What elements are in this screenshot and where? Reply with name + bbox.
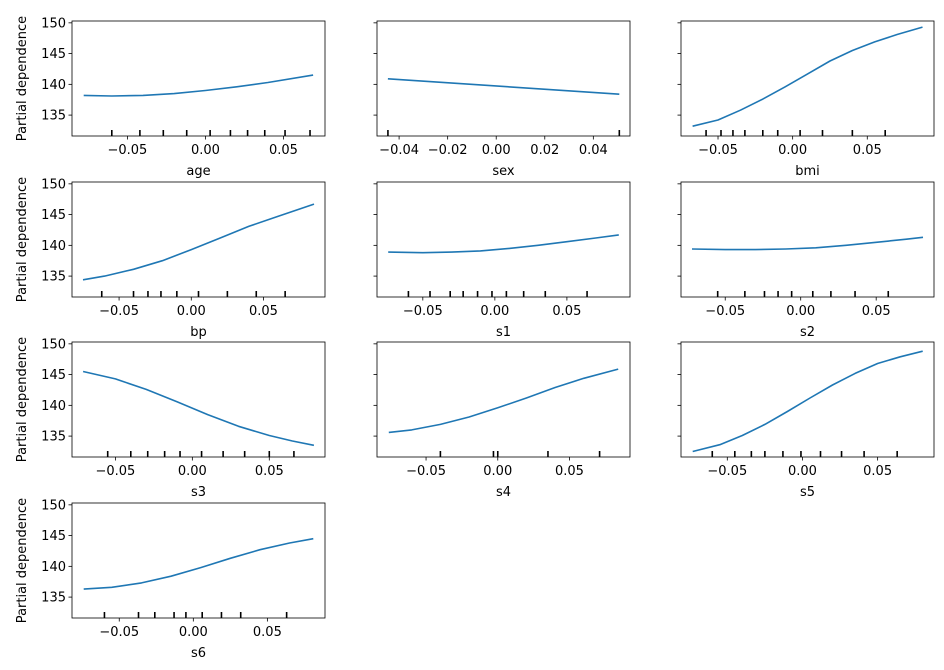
axes-frame	[376, 181, 631, 298]
y-tick-label: 135	[41, 270, 66, 285]
x-tick-label: −0.05	[403, 304, 443, 319]
x-tick-label: −0.05	[107, 143, 147, 158]
x-tick-label: 0.00	[177, 304, 206, 319]
x-axis-label: bmi	[795, 164, 820, 179]
y-tick-label: 145	[41, 529, 66, 544]
x-tick-label: 0.05	[552, 304, 581, 319]
y-tick-label: 150	[41, 16, 66, 31]
x-tick-label: 0.05	[555, 464, 584, 479]
x-tick-label: −0.05	[707, 464, 747, 479]
x-tick-label: 0.00	[778, 143, 807, 158]
x-axis-label: s6	[191, 646, 206, 661]
x-tick-label: 0.00	[483, 464, 512, 479]
x-tick-label: 0.05	[269, 143, 298, 158]
axes-frame	[680, 20, 935, 137]
x-tick-label: 0.00	[788, 464, 817, 479]
subplot-age: 135 140 145 150 −0.05 0.00 0.05 age Partial depe…	[15, 16, 326, 179]
y-tick-label: 140	[41, 560, 66, 575]
x-tick-label: 0.05	[863, 464, 892, 479]
y-tick-label: 135	[41, 430, 66, 445]
x-axis-label: s2	[800, 325, 815, 340]
x-tick-label: 0.05	[862, 304, 891, 319]
y-tick-label: 135	[41, 591, 66, 606]
x-tick-label: 0.00	[178, 464, 207, 479]
y-tick-label: 140	[41, 78, 66, 93]
y-tick-label: 150	[41, 177, 66, 192]
y-tick-label: 135	[41, 109, 66, 124]
x-axis-label: s1	[496, 325, 511, 340]
pd-line	[692, 26, 923, 127]
subplot-s5: −0.05 0.00 0.05 s5	[677, 341, 935, 500]
x-axis-label: bp	[190, 325, 207, 340]
x-tick-label: 0.05	[253, 625, 282, 640]
y-tick-label: 140	[41, 399, 66, 414]
axes-frame	[376, 341, 631, 458]
subplot-s3: 135 140 145 150 −0.05 0.00 0.05 s3 Partial depen…	[15, 337, 326, 500]
x-tick-label: 0.00	[191, 143, 220, 158]
x-tick-label: 0.00	[786, 304, 815, 319]
x-tick-label: 0.04	[579, 143, 608, 158]
y-tick-label: 145	[41, 47, 66, 62]
x-tick-label: 0.05	[255, 464, 284, 479]
axes-frame	[71, 341, 326, 458]
y-tick-label: 150	[41, 498, 66, 513]
axes-frame	[71, 20, 326, 137]
axes-frame	[71, 502, 326, 619]
subplot-s6: 135 140 145 150 −0.05 0.00 0.05 s6 Partial depen…	[15, 498, 326, 661]
y-axis-label: Partial dependence	[15, 16, 30, 141]
x-axis-label: s4	[496, 485, 511, 500]
x-tick-label: 0.05	[853, 143, 882, 158]
pd-line	[387, 78, 620, 95]
pd-line	[692, 350, 923, 453]
pd-line	[82, 203, 315, 281]
x-tick-label: −0.05	[705, 304, 745, 319]
x-tick-label: 0.00	[480, 304, 509, 319]
x-axis-label: age	[186, 164, 210, 179]
subplot-s2: −0.05 0.00 0.05 s2	[677, 181, 935, 340]
x-axis-label: sex	[492, 164, 515, 179]
y-axis-label: Partial dependence	[15, 498, 30, 623]
subplot-bmi: −0.05 0.00 0.05 bmi	[677, 20, 935, 179]
subplot-s1: −0.05 0.00 0.05 s1	[373, 181, 631, 340]
y-tick-label: 140	[41, 239, 66, 254]
x-tick-label: −0.04	[379, 143, 419, 158]
x-tick-label: 0.00	[179, 625, 208, 640]
x-tick-label: 0.00	[482, 143, 511, 158]
axes-frame	[71, 181, 326, 298]
subplot-sex: −0.04 −0.02 0.00 0.02 0.04 sex	[373, 20, 631, 179]
x-tick-label: −0.02	[428, 143, 468, 158]
x-tick-label: 0.02	[530, 143, 559, 158]
x-tick-label: −0.05	[406, 464, 446, 479]
axes-frame	[680, 341, 935, 458]
y-axis-label: Partial dependence	[15, 177, 30, 302]
x-axis-label: s5	[800, 485, 815, 500]
y-tick-label: 150	[41, 337, 66, 352]
y-tick-label: 145	[41, 208, 66, 223]
subplot-bp: 135 140 145 150 −0.05 0.00 0.05 bp Partial depen…	[15, 177, 326, 340]
x-tick-label: −0.05	[95, 464, 135, 479]
x-tick-label: −0.05	[698, 143, 738, 158]
x-tick-label: 0.05	[249, 304, 278, 319]
pd-line	[82, 370, 315, 447]
axes-frame	[680, 181, 935, 298]
x-tick-label: −0.05	[99, 304, 139, 319]
y-tick-label: 145	[41, 368, 66, 383]
pd-line	[83, 74, 314, 97]
x-axis-label: s3	[191, 485, 206, 500]
subplot-s4: −0.05 0.00 0.05 s4	[373, 341, 631, 500]
pd-line	[691, 236, 924, 251]
pd-line	[388, 234, 619, 254]
pd-line	[83, 537, 314, 590]
y-axis-label: Partial dependence	[15, 337, 30, 462]
x-tick-label: −0.05	[99, 625, 139, 640]
pd-line	[388, 368, 619, 434]
axes-frame	[376, 20, 631, 137]
